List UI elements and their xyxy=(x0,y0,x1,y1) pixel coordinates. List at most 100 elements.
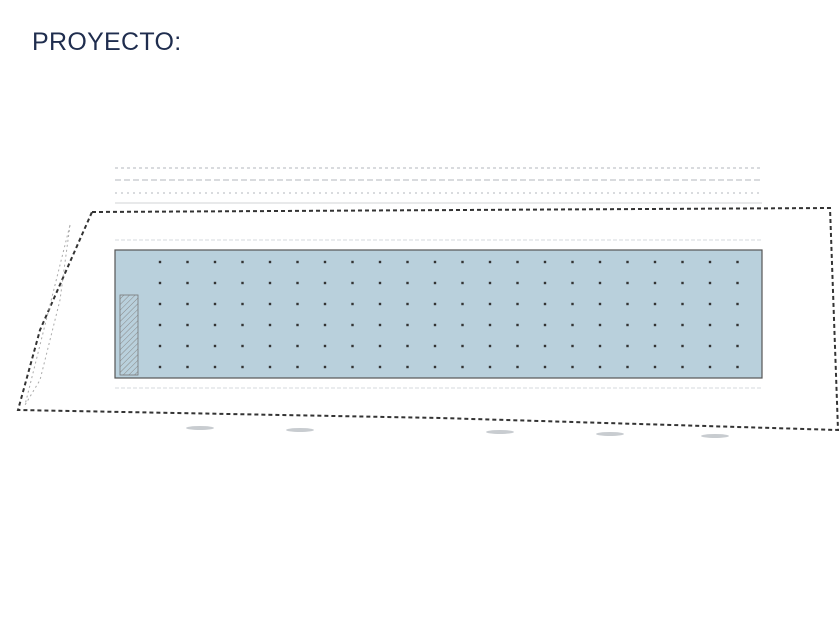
column-dot xyxy=(708,323,712,327)
column-dot xyxy=(626,365,629,369)
column-dot xyxy=(433,260,437,264)
column-dot xyxy=(626,323,629,327)
column-dot xyxy=(158,344,162,348)
column-dot xyxy=(433,302,437,306)
column-dot xyxy=(378,323,382,327)
road-marks xyxy=(186,426,729,438)
road-mark xyxy=(186,426,214,430)
column-dot xyxy=(681,344,684,348)
column-dot xyxy=(461,323,464,327)
column-dot xyxy=(516,260,519,264)
column-dot xyxy=(653,302,657,306)
column-dot xyxy=(213,344,217,348)
column-dot xyxy=(406,344,409,348)
road-mark xyxy=(701,434,729,438)
column-dot xyxy=(736,281,739,285)
column-dot xyxy=(736,344,739,348)
column-dot xyxy=(736,365,739,369)
column-dot xyxy=(708,281,712,285)
column-dot xyxy=(516,344,519,348)
column-dot xyxy=(543,260,547,264)
column-dot xyxy=(461,281,464,285)
column-dot xyxy=(268,281,272,285)
site-plan xyxy=(16,167,840,438)
column-dot xyxy=(681,281,684,285)
column-dot xyxy=(598,302,602,306)
hatched-area xyxy=(119,294,139,376)
column-dot xyxy=(268,260,272,264)
column-dot xyxy=(681,365,684,369)
column-dot xyxy=(158,302,162,306)
column-dot xyxy=(516,365,519,369)
column-dot xyxy=(543,323,547,327)
column-dot xyxy=(158,260,162,264)
column-dot xyxy=(406,260,409,264)
column-dot xyxy=(598,323,602,327)
column-dot xyxy=(351,302,354,306)
column-dot xyxy=(158,365,162,369)
column-dot xyxy=(736,302,739,306)
column-dot xyxy=(268,344,272,348)
column-dot xyxy=(378,281,382,285)
setback-line xyxy=(24,224,71,406)
column-dot xyxy=(736,323,739,327)
column-dot xyxy=(213,323,217,327)
building-footprint xyxy=(114,249,763,379)
column-dot xyxy=(488,344,492,348)
column-dot xyxy=(488,365,492,369)
column-dot xyxy=(626,281,629,285)
column-dot xyxy=(598,260,602,264)
column-dot xyxy=(433,281,437,285)
column-dot xyxy=(516,281,519,285)
column-dot xyxy=(323,260,327,264)
column-grid xyxy=(158,260,739,369)
column-dot xyxy=(351,365,354,369)
slide-title: PROYECTO: xyxy=(32,28,182,56)
column-dot xyxy=(158,281,162,285)
column-dot xyxy=(296,302,299,306)
column-dot xyxy=(461,260,464,264)
column-dot xyxy=(213,302,217,306)
column-dot xyxy=(653,344,657,348)
column-dot xyxy=(433,323,437,327)
column-dot xyxy=(461,344,464,348)
column-dot xyxy=(653,323,657,327)
column-dot xyxy=(653,281,657,285)
column-dot xyxy=(241,323,244,327)
column-dot xyxy=(626,302,629,306)
site-boundary xyxy=(16,206,840,432)
column-dot xyxy=(543,365,547,369)
column-dot xyxy=(598,344,602,348)
column-dot xyxy=(186,302,189,306)
road-mark xyxy=(486,430,514,434)
column-dot xyxy=(681,302,684,306)
column-dot xyxy=(708,365,712,369)
column-dot xyxy=(241,302,244,306)
column-dot xyxy=(186,323,189,327)
road-mark xyxy=(286,428,314,432)
column-dot xyxy=(736,260,739,264)
column-dot xyxy=(488,260,492,264)
column-dot xyxy=(296,260,299,264)
column-dot xyxy=(378,260,382,264)
column-dot xyxy=(406,281,409,285)
column-dot xyxy=(186,260,189,264)
column-dot xyxy=(186,365,189,369)
column-dot xyxy=(213,260,217,264)
column-dot xyxy=(351,323,354,327)
column-dot xyxy=(351,260,354,264)
column-dot xyxy=(406,365,409,369)
column-dot xyxy=(598,365,602,369)
column-dot xyxy=(323,281,327,285)
dimension-lines xyxy=(115,167,762,389)
column-dot xyxy=(351,281,354,285)
column-dot xyxy=(653,260,657,264)
column-dot xyxy=(378,365,382,369)
column-dot xyxy=(323,323,327,327)
column-dot xyxy=(488,281,492,285)
column-dot xyxy=(571,323,574,327)
column-dot xyxy=(213,281,217,285)
column-dot xyxy=(433,344,437,348)
column-dot xyxy=(323,344,327,348)
